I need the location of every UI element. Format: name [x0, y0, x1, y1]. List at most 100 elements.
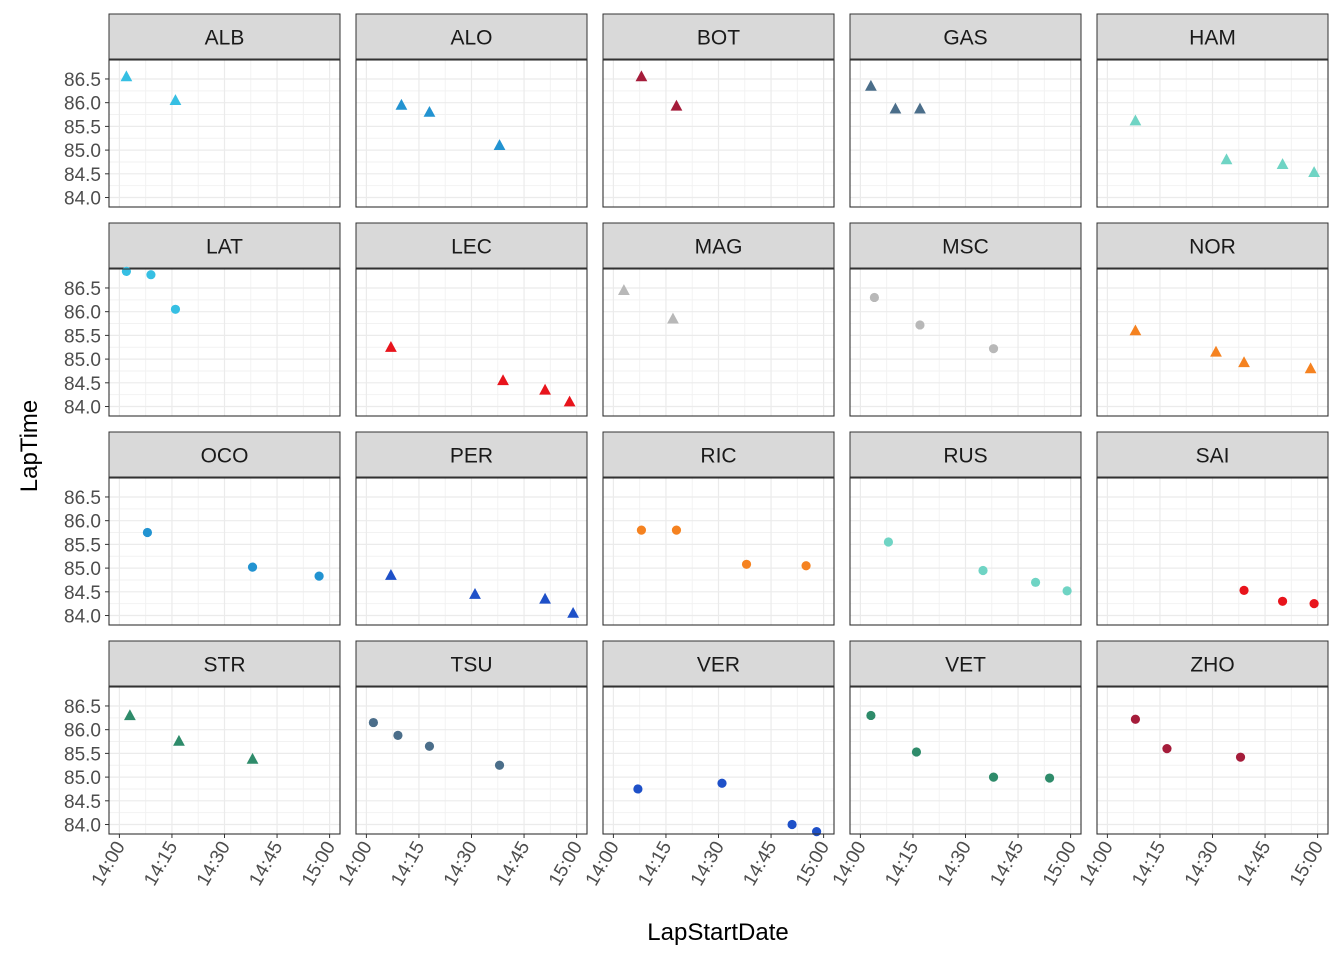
- x-tick-label: 14:00: [88, 838, 130, 890]
- facet-str: STR 84.0 84.5 85.0 85.586.0 86.5 14:00 14:15 14:…: [64, 640, 341, 890]
- data-point: [314, 571, 324, 581]
- data-point: [741, 559, 752, 569]
- data-point: [1277, 596, 1288, 606]
- panel-border: [849, 59, 1082, 208]
- x-tick-label: 14:00: [829, 838, 871, 890]
- x-tick-label: 15:00: [545, 838, 587, 890]
- facet-strip: [108, 431, 341, 478]
- data-point: [914, 102, 926, 114]
- x-tick-label: 14:45: [986, 838, 1028, 890]
- facet-label: LAT: [206, 236, 243, 259]
- facet-strip: [1096, 431, 1329, 478]
- data-point: [670, 99, 683, 111]
- data-point: [1129, 114, 1142, 126]
- facet-rus: RUS: [849, 431, 1082, 626]
- data-point: [869, 292, 880, 303]
- data-point: [423, 105, 436, 117]
- y-tick-label: 85.5: [64, 744, 101, 765]
- data-point: [978, 565, 988, 576]
- data-point: [121, 266, 132, 276]
- facet-strip: [108, 640, 341, 687]
- y-tick-label: 85.0: [64, 141, 101, 162]
- panel-border: [355, 477, 588, 626]
- facet-label: SAI: [1196, 445, 1230, 468]
- data-point: [567, 606, 579, 618]
- panel-border: [1096, 59, 1329, 208]
- panel-border: [1096, 477, 1329, 626]
- facet-strip: [602, 431, 835, 478]
- data-point: [1030, 577, 1041, 587]
- y-tick-label: 84.0: [64, 189, 101, 210]
- x-tick-label: 14:45: [739, 838, 781, 890]
- data-point: [787, 819, 797, 830]
- facet-bot: BOT: [602, 13, 835, 208]
- x-tick-label: 14:30: [1181, 838, 1223, 890]
- y-tick-label: 85.0: [64, 768, 101, 789]
- panel-border: [602, 268, 835, 417]
- y-tick-label: 85.5: [64, 326, 101, 347]
- data-point: [988, 772, 999, 782]
- data-point: [563, 395, 576, 407]
- facet-msc: MSC: [849, 222, 1082, 417]
- y-tick-label: 85.0: [64, 350, 101, 371]
- panel-border: [602, 477, 835, 626]
- facet-strip: [355, 13, 588, 60]
- facet-label: RUS: [943, 445, 987, 468]
- data-point: [539, 592, 551, 604]
- x-axis-title: LapStartDate: [647, 919, 788, 946]
- data-point: [393, 730, 403, 740]
- x-tick-label: 14:30: [934, 838, 976, 890]
- y-tick-label: 85.0: [64, 559, 101, 580]
- y-tick-label: 84.5: [64, 374, 101, 395]
- facet-strip: [355, 431, 588, 478]
- data-point: [494, 760, 505, 770]
- facet-strip: [355, 222, 588, 269]
- data-point: [1304, 362, 1317, 374]
- facet-tsu: TSU 14:00 14:15 14:30 14:45 15:00: [335, 640, 588, 890]
- data-point: [1235, 752, 1246, 762]
- facet-ver: VER 14:00 14:15 14:30 14:45 15:00: [582, 640, 835, 890]
- x-tick-label: 14:30: [193, 838, 235, 890]
- x-tick-label: 14:00: [335, 838, 377, 890]
- x-tick-label: 14:15: [1128, 838, 1170, 890]
- data-point: [395, 98, 408, 110]
- data-point: [1162, 744, 1172, 754]
- y-tick-label: 84.5: [64, 583, 101, 604]
- data-point: [811, 827, 822, 837]
- facet-strip: [849, 431, 1082, 478]
- facet-nor: NOR: [1096, 222, 1329, 417]
- data-point: [142, 527, 153, 538]
- x-tick-label: 14:15: [387, 838, 429, 890]
- facet-alb: ALB 84.0 84.5 85.0 85.586.0 86.5: [64, 13, 341, 210]
- y-tick-label: 86.0: [64, 303, 101, 324]
- x-tick-label: 14:15: [634, 838, 676, 890]
- panel-border: [1096, 268, 1329, 417]
- y-tick-label: 86.0: [64, 512, 101, 533]
- data-point: [1130, 714, 1141, 724]
- y-tick-label: 86.5: [64, 488, 101, 509]
- y-tick-label: 86.0: [64, 721, 101, 742]
- data-point: [1276, 158, 1289, 169]
- data-point: [635, 70, 648, 82]
- y-tick-label: 85.5: [64, 535, 101, 556]
- panel-border: [849, 477, 1082, 626]
- data-point: [120, 70, 133, 82]
- data-point: [246, 752, 259, 764]
- panel-border: [108, 59, 341, 208]
- panel-border: [355, 59, 588, 208]
- y-tick-label: 84.5: [64, 165, 101, 186]
- y-tick-label: 84.0: [64, 816, 101, 837]
- facet-sai: SAI: [1096, 431, 1329, 626]
- x-tick-label: 14:15: [140, 838, 182, 890]
- data-point: [146, 270, 156, 280]
- data-point: [385, 569, 397, 580]
- y-tick-label: 86.5: [64, 697, 101, 718]
- data-point: [385, 341, 397, 352]
- data-point: [988, 344, 999, 354]
- y-tick-label: 86.0: [64, 94, 101, 115]
- data-point: [424, 741, 435, 751]
- facet-strip: [849, 13, 1082, 60]
- x-tick-label: 14:45: [1233, 838, 1275, 890]
- facet-label: NOR: [1189, 236, 1236, 259]
